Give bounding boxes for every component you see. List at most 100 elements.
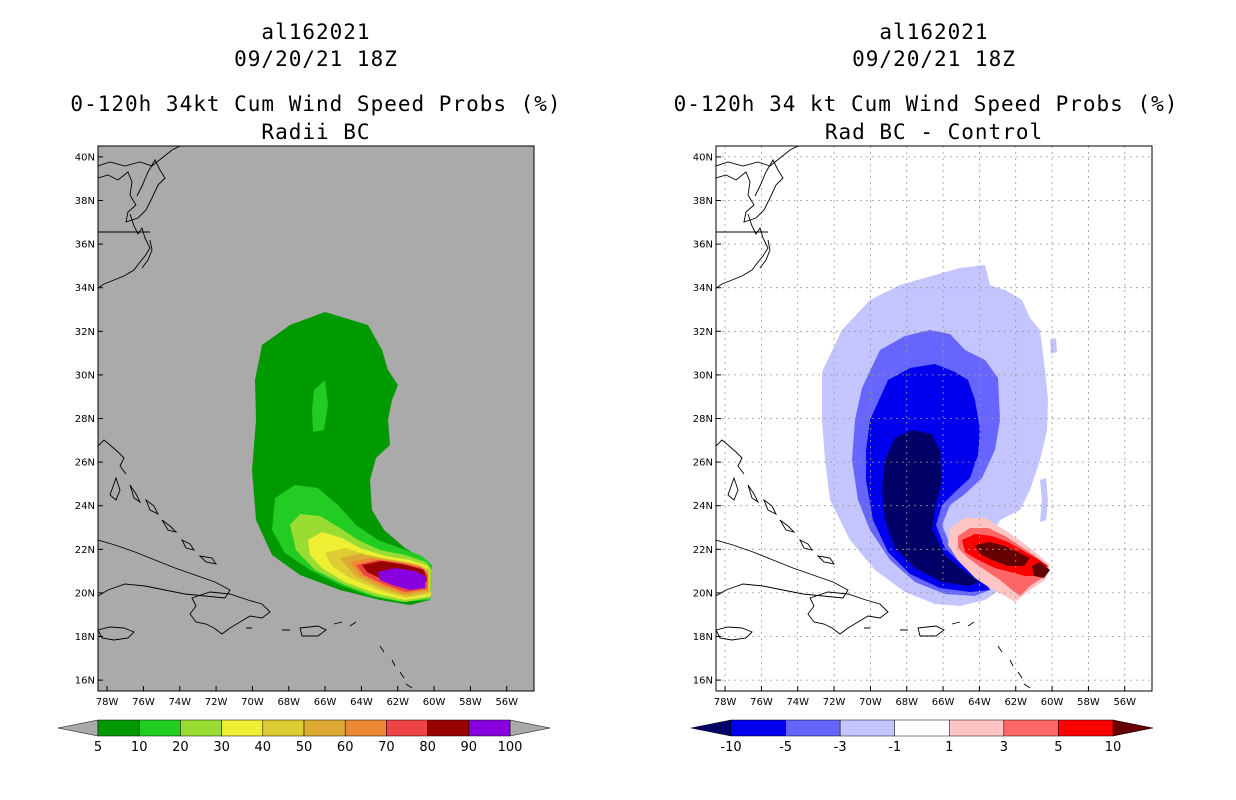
left-colorbar-high-arrow (509, 719, 551, 737)
right-lat-label-3: 22N (693, 545, 713, 556)
right-lon-label-4: 70W (859, 697, 882, 708)
right-lon-label-10: 58W (1077, 697, 1100, 708)
right-colorbar-swatch-0 (730, 719, 786, 737)
right-lon-label-2: 74W (786, 697, 809, 708)
left-lon-label-3: 72W (205, 697, 228, 708)
right-lat-label-7: 30N (693, 370, 713, 381)
right-colorbar: -10 -5 -3 -1 1 3 5 10 (690, 719, 1154, 755)
left-colorbar-low-arrow (57, 719, 99, 737)
left-coast-jamaica (98, 626, 135, 641)
right-colorbar-label-1: -5 (779, 740, 792, 755)
right-lon-label-11: 56W (1113, 697, 1136, 708)
right-lat-label-12: 40N (693, 152, 713, 163)
right-lon-label-6: 66W (932, 697, 955, 708)
left-lat-label-5: 26N (75, 458, 95, 469)
right-contour-neg10 (882, 430, 980, 586)
right-colorbar-swatch-4 (949, 719, 1005, 737)
left-lat-label-0: 16N (75, 676, 95, 687)
right-colorbar-label-5: 3 (1000, 740, 1008, 755)
left-colorbar-label-7: 70 (378, 740, 395, 755)
left-lon-label-9: 60W (423, 697, 446, 708)
left-colorbar-swatch-1 (138, 719, 181, 737)
left-lon-label-4: 70W (241, 697, 264, 708)
left-lat-label-6: 28N (75, 414, 95, 425)
left-lat-label-9: 34N (75, 283, 95, 294)
left-coast-bahamas-5 (180, 538, 196, 551)
right-colorbar-label-6: 5 (1054, 740, 1062, 755)
left-coast-bahamas-1 (109, 476, 121, 501)
left-coast-us-east-2 (98, 159, 166, 223)
right-colorbar-swatch-5 (1003, 719, 1059, 737)
left-colorbar-swatch-7 (386, 719, 428, 737)
left-colorbar-label-9: 90 (461, 740, 478, 755)
left-colorbar-label-8: 80 (419, 740, 436, 755)
right-lon-label-5: 68W (895, 697, 918, 708)
left-coast-bahamas-6 (198, 555, 217, 565)
right-subtitle: Rad BC - Control (824, 120, 1044, 144)
right-lat-label-10: 36N (693, 240, 713, 251)
right-lat-label-1: 18N (693, 632, 713, 643)
right-lon-label-1: 76W (750, 697, 773, 708)
right-lon-label-0: 78W (714, 697, 737, 708)
right-colorbar-low-arrow (690, 719, 732, 737)
right-contour-pos10 (975, 542, 1030, 566)
left-map: 78W 76W 74W 72W 70W 68W 66W 64W 62W 60W 58W 56W 16N 1… (75, 145, 535, 708)
left-colorbar-label-10: 100 (498, 740, 523, 755)
left-lon-label-6: 66W (314, 697, 337, 708)
left-colorbar-label-0: 5 (94, 740, 102, 755)
left-coast-cayman (246, 627, 290, 631)
right-lat-label-2: 20N (693, 588, 713, 599)
left-lon-label-0: 78W (96, 697, 119, 708)
right-colorbar-label-3: -1 (888, 740, 901, 755)
right-colorbar-label-7: 10 (1105, 740, 1122, 755)
right-colorbar-high-arrow (1112, 719, 1154, 737)
left-lon-label-7: 64W (350, 697, 373, 708)
left-lon-label-10: 58W (459, 697, 482, 708)
left-colorbar-label-4: 40 (255, 740, 272, 755)
left-coast-florida (98, 439, 127, 475)
left-coast-islands (333, 621, 413, 689)
left-lat-label-12: 40N (75, 152, 95, 163)
left-coast-bahamas-3 (144, 498, 160, 516)
left-colorbar-swatch-6 (344, 719, 387, 737)
left-axis-ticks: 78W 76W 74W 72W 70W 68W 66W 64W 62W 60W 58W 56W 16N 1… (75, 152, 518, 708)
right-lon-label-9: 60W (1041, 697, 1064, 708)
right-map: 78W 76W 74W 72W 70W 68W 66W 64W 62W 60W 58W 56W 16N 1… (693, 145, 1153, 708)
left-contour-10-island (312, 380, 328, 432)
right-lon-label-3: 72W (823, 697, 846, 708)
left-coast-us-east (98, 146, 181, 167)
right-contour-neg1-patch-2 (1050, 338, 1057, 354)
left-coast-chesapeake (98, 213, 151, 289)
right-lon-label-8: 62W (1004, 697, 1027, 708)
left-colorbar-label-2: 20 (172, 740, 189, 755)
left-colorbar-swatch-5 (303, 719, 346, 737)
left-colorbar-swatch-3 (221, 719, 264, 737)
left-coast-hispaniola (189, 591, 271, 635)
right-product-title: 0-120h 34 kt Cum Wind Speed Probs (%) (673, 92, 1179, 116)
left-lat-label-7: 30N (75, 370, 95, 381)
left-lat-label-11: 38N (75, 196, 95, 207)
right-colorbar-label-0: -10 (720, 740, 741, 755)
right-colorbar-label-2: -3 (834, 740, 847, 755)
right-date-title: 09/20/21 18Z (852, 47, 1016, 71)
right-lat-label-6: 28N (693, 414, 713, 425)
left-coast-bahamas-4 (161, 519, 178, 533)
left-lon-label-8: 62W (386, 697, 409, 708)
right-colorbar-swatch-6 (1058, 719, 1114, 737)
left-product-title: 0-120h 34kt Cum Wind Speed Probs (%) (70, 92, 562, 116)
right-colorbar-swatch-1 (785, 719, 841, 737)
left-lon-label-2: 74W (168, 697, 191, 708)
left-colorbar-label-5: 50 (296, 740, 313, 755)
left-lat-label-8: 32N (75, 327, 95, 338)
left-coast-bahamas-2 (129, 484, 142, 504)
right-contour-neg1-patch-3 (904, 286, 911, 295)
right-storm-title: al162021 (879, 20, 989, 44)
right-lat-label-9: 34N (693, 283, 713, 294)
left-lat-label-1: 18N (75, 632, 95, 643)
right-difference-contours (822, 265, 1057, 606)
left-lat-label-3: 22N (75, 545, 95, 556)
right-contour-pos10-tip (1032, 562, 1050, 578)
left-lon-label-5: 68W (277, 697, 300, 708)
left-coastlines (98, 146, 413, 689)
